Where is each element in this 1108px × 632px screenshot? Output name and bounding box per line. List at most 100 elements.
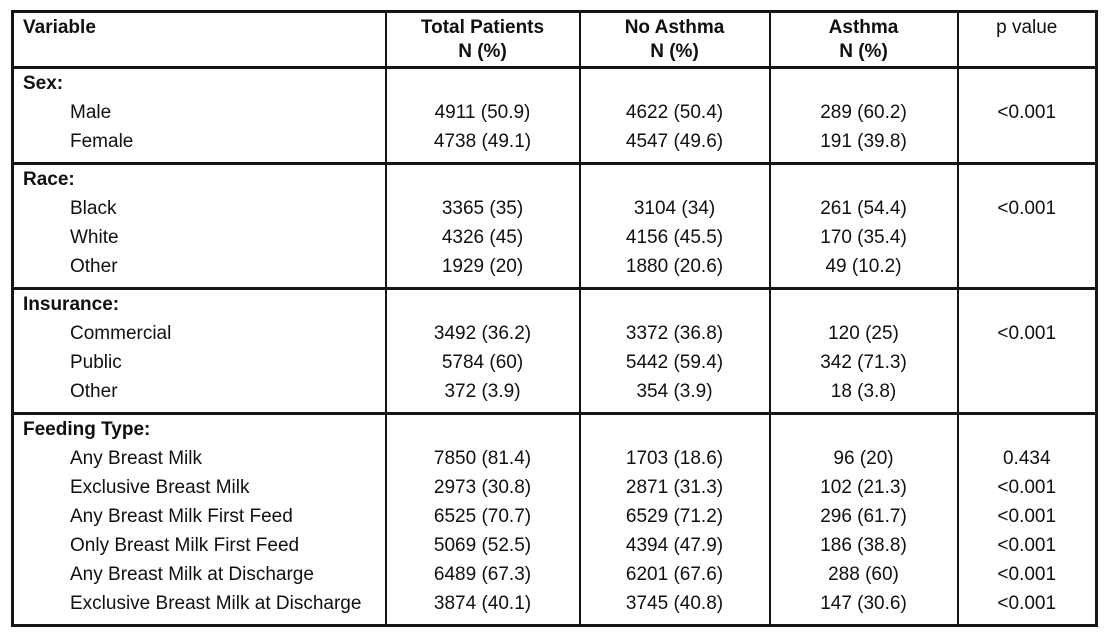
- total-patients-cell: 2973 (30.8): [384, 473, 580, 502]
- table-row: Female 4738 (49.1) 4547 (49.6) 191 (39.8): [13, 127, 1097, 164]
- empty-cell: [956, 288, 1097, 319]
- total-patients-cell: 5069 (52.5): [384, 531, 580, 560]
- col-header-label: Asthma: [828, 17, 899, 38]
- no-asthma-cell: 5442 (59.4): [578, 348, 770, 377]
- p-value-cell: [956, 377, 1097, 414]
- col-header-p-value: p value: [956, 11, 1097, 69]
- col-header-asthma: Asthma N (%): [768, 11, 958, 69]
- empty-cell: [768, 413, 958, 444]
- section-race: Race: Black 3365 (35) 3104 (34) 261 (54.4) <0…: [12, 163, 1097, 289]
- variable-cell: Black: [70, 198, 117, 219]
- table-row: Black 3365 (35) 3104 (34) 261 (54.4) <0.001: [13, 194, 1097, 223]
- variable-cell: White: [70, 227, 119, 248]
- variable-cell: Other: [70, 381, 118, 402]
- total-patients-cell: 3365 (35): [384, 194, 580, 223]
- p-value-cell: <0.001: [956, 194, 1097, 223]
- section-feeding-type: Feeding Type: Any Breast Milk 7850 (81.4) 1…: [12, 413, 1097, 626]
- no-asthma-cell: 6201 (67.6): [578, 560, 770, 589]
- asthma-cell: 49 (10.2): [768, 252, 958, 289]
- table-row: White 4326 (45) 4156 (45.5) 170 (35.4): [13, 223, 1097, 252]
- p-value-cell: 0.434: [956, 444, 1097, 473]
- table-row: Exclusive Breast Milk at Discharge 3874 (…: [13, 589, 1097, 626]
- section-label: Sex:: [23, 73, 64, 94]
- col-header-label: p value: [996, 17, 1058, 38]
- total-patients-cell: 3492 (36.2): [384, 319, 580, 348]
- col-header-label: No Asthma: [624, 17, 725, 38]
- empty-cell: [768, 163, 958, 194]
- variable-cell: Public: [70, 352, 122, 373]
- asthma-cell: 102 (21.3): [768, 473, 958, 502]
- p-value-cell: <0.001: [956, 502, 1097, 531]
- no-asthma-cell: 4394 (47.9): [578, 531, 770, 560]
- p-value-cell: [956, 127, 1097, 164]
- table-row: Other 372 (3.9) 354 (3.9) 18 (3.8): [13, 377, 1097, 414]
- variable-cell: Commercial: [70, 323, 172, 344]
- empty-cell: [384, 163, 580, 194]
- section-label: Insurance:: [23, 294, 120, 315]
- col-header-label: Variable: [23, 17, 96, 38]
- no-asthma-cell: 1703 (18.6): [578, 444, 770, 473]
- section-label-row: Feeding Type:: [13, 413, 1097, 444]
- empty-cell: [956, 163, 1097, 194]
- variable-cell: Only Breast Milk First Feed: [70, 535, 300, 556]
- no-asthma-cell: 4622 (50.4): [578, 98, 770, 127]
- empty-cell: [578, 413, 770, 444]
- col-header-sublabel: N (%): [650, 41, 699, 62]
- empty-cell: [578, 67, 770, 98]
- col-header-variable: Variable: [12, 11, 386, 69]
- no-asthma-cell: 6529 (71.2): [578, 502, 770, 531]
- no-asthma-cell: 4156 (45.5): [578, 223, 770, 252]
- p-value-cell: [956, 252, 1097, 289]
- header-row: Variable Total Patients N (%) No Asthma …: [12, 11, 1097, 69]
- page: Variable Total Patients N (%) No Asthma …: [0, 10, 1108, 632]
- p-value-cell: <0.001: [956, 560, 1097, 589]
- variable-cell: Any Breast Milk: [70, 448, 202, 469]
- table-row: Only Breast Milk First Feed 5069 (52.5) 43…: [13, 531, 1097, 560]
- no-asthma-cell: 3372 (36.8): [578, 319, 770, 348]
- variable-cell: Any Breast Milk at Discharge: [70, 564, 314, 585]
- table-row: Exclusive Breast Milk 2973 (30.8) 2871 (31…: [13, 473, 1097, 502]
- empty-cell: [578, 288, 770, 319]
- total-patients-cell: 1929 (20): [384, 252, 580, 289]
- col-header-sublabel: N (%): [458, 41, 507, 62]
- col-header-label: Total Patients: [420, 17, 545, 38]
- no-asthma-cell: 2871 (31.3): [578, 473, 770, 502]
- total-patients-cell: 4738 (49.1): [384, 127, 580, 164]
- p-value-cell: [956, 223, 1097, 252]
- variable-cell: Male: [70, 102, 112, 123]
- col-header-total-patients: Total Patients N (%): [384, 11, 580, 69]
- p-value-cell: [956, 348, 1097, 377]
- total-patients-cell: 372 (3.9): [384, 377, 580, 414]
- variable-cell: Female: [70, 131, 134, 152]
- asthma-cell: 96 (20): [768, 444, 958, 473]
- variable-cell: Exclusive Breast Milk: [70, 477, 250, 498]
- table-row: Commercial 3492 (36.2) 3372 (36.8) 120 (25)…: [13, 319, 1097, 348]
- section-label: Race:: [23, 169, 75, 190]
- variable-cell: Other: [70, 256, 118, 277]
- asthma-cell: 342 (71.3): [768, 348, 958, 377]
- no-asthma-cell: 1880 (20.6): [578, 252, 770, 289]
- asthma-cell: 186 (38.8): [768, 531, 958, 560]
- col-header-no-asthma: No Asthma N (%): [578, 11, 770, 69]
- empty-cell: [384, 413, 580, 444]
- table-row: Other 1929 (20) 1880 (20.6) 49 (10.2): [13, 252, 1097, 289]
- total-patients-cell: 3874 (40.1): [384, 589, 580, 626]
- total-patients-cell: 7850 (81.4): [384, 444, 580, 473]
- section-label: Feeding Type:: [23, 419, 151, 440]
- col-header-sublabel: N (%): [839, 41, 888, 62]
- p-value-cell: <0.001: [956, 589, 1097, 626]
- total-patients-cell: 4326 (45): [384, 223, 580, 252]
- section-label-row: Sex:: [13, 67, 1097, 98]
- p-value-cell: <0.001: [956, 98, 1097, 127]
- table-row: Any Breast Milk at Discharge 6489 (67.3) 6…: [13, 560, 1097, 589]
- asthma-cell: 191 (39.8): [768, 127, 958, 164]
- table-header: Variable Total Patients N (%) No Asthma …: [12, 11, 1097, 69]
- table-row: Male 4911 (50.9) 4622 (50.4) 289 (60.2) <0.0…: [13, 98, 1097, 127]
- asthma-cell: 288 (60): [768, 560, 958, 589]
- empty-cell: [578, 163, 770, 194]
- asthma-cell: 261 (54.4): [768, 194, 958, 223]
- asthma-cell: 120 (25): [768, 319, 958, 348]
- variable-cell: Any Breast Milk First Feed: [70, 506, 293, 527]
- table-row: Public 5784 (60) 5442 (59.4) 342 (71.3): [13, 348, 1097, 377]
- empty-cell: [956, 413, 1097, 444]
